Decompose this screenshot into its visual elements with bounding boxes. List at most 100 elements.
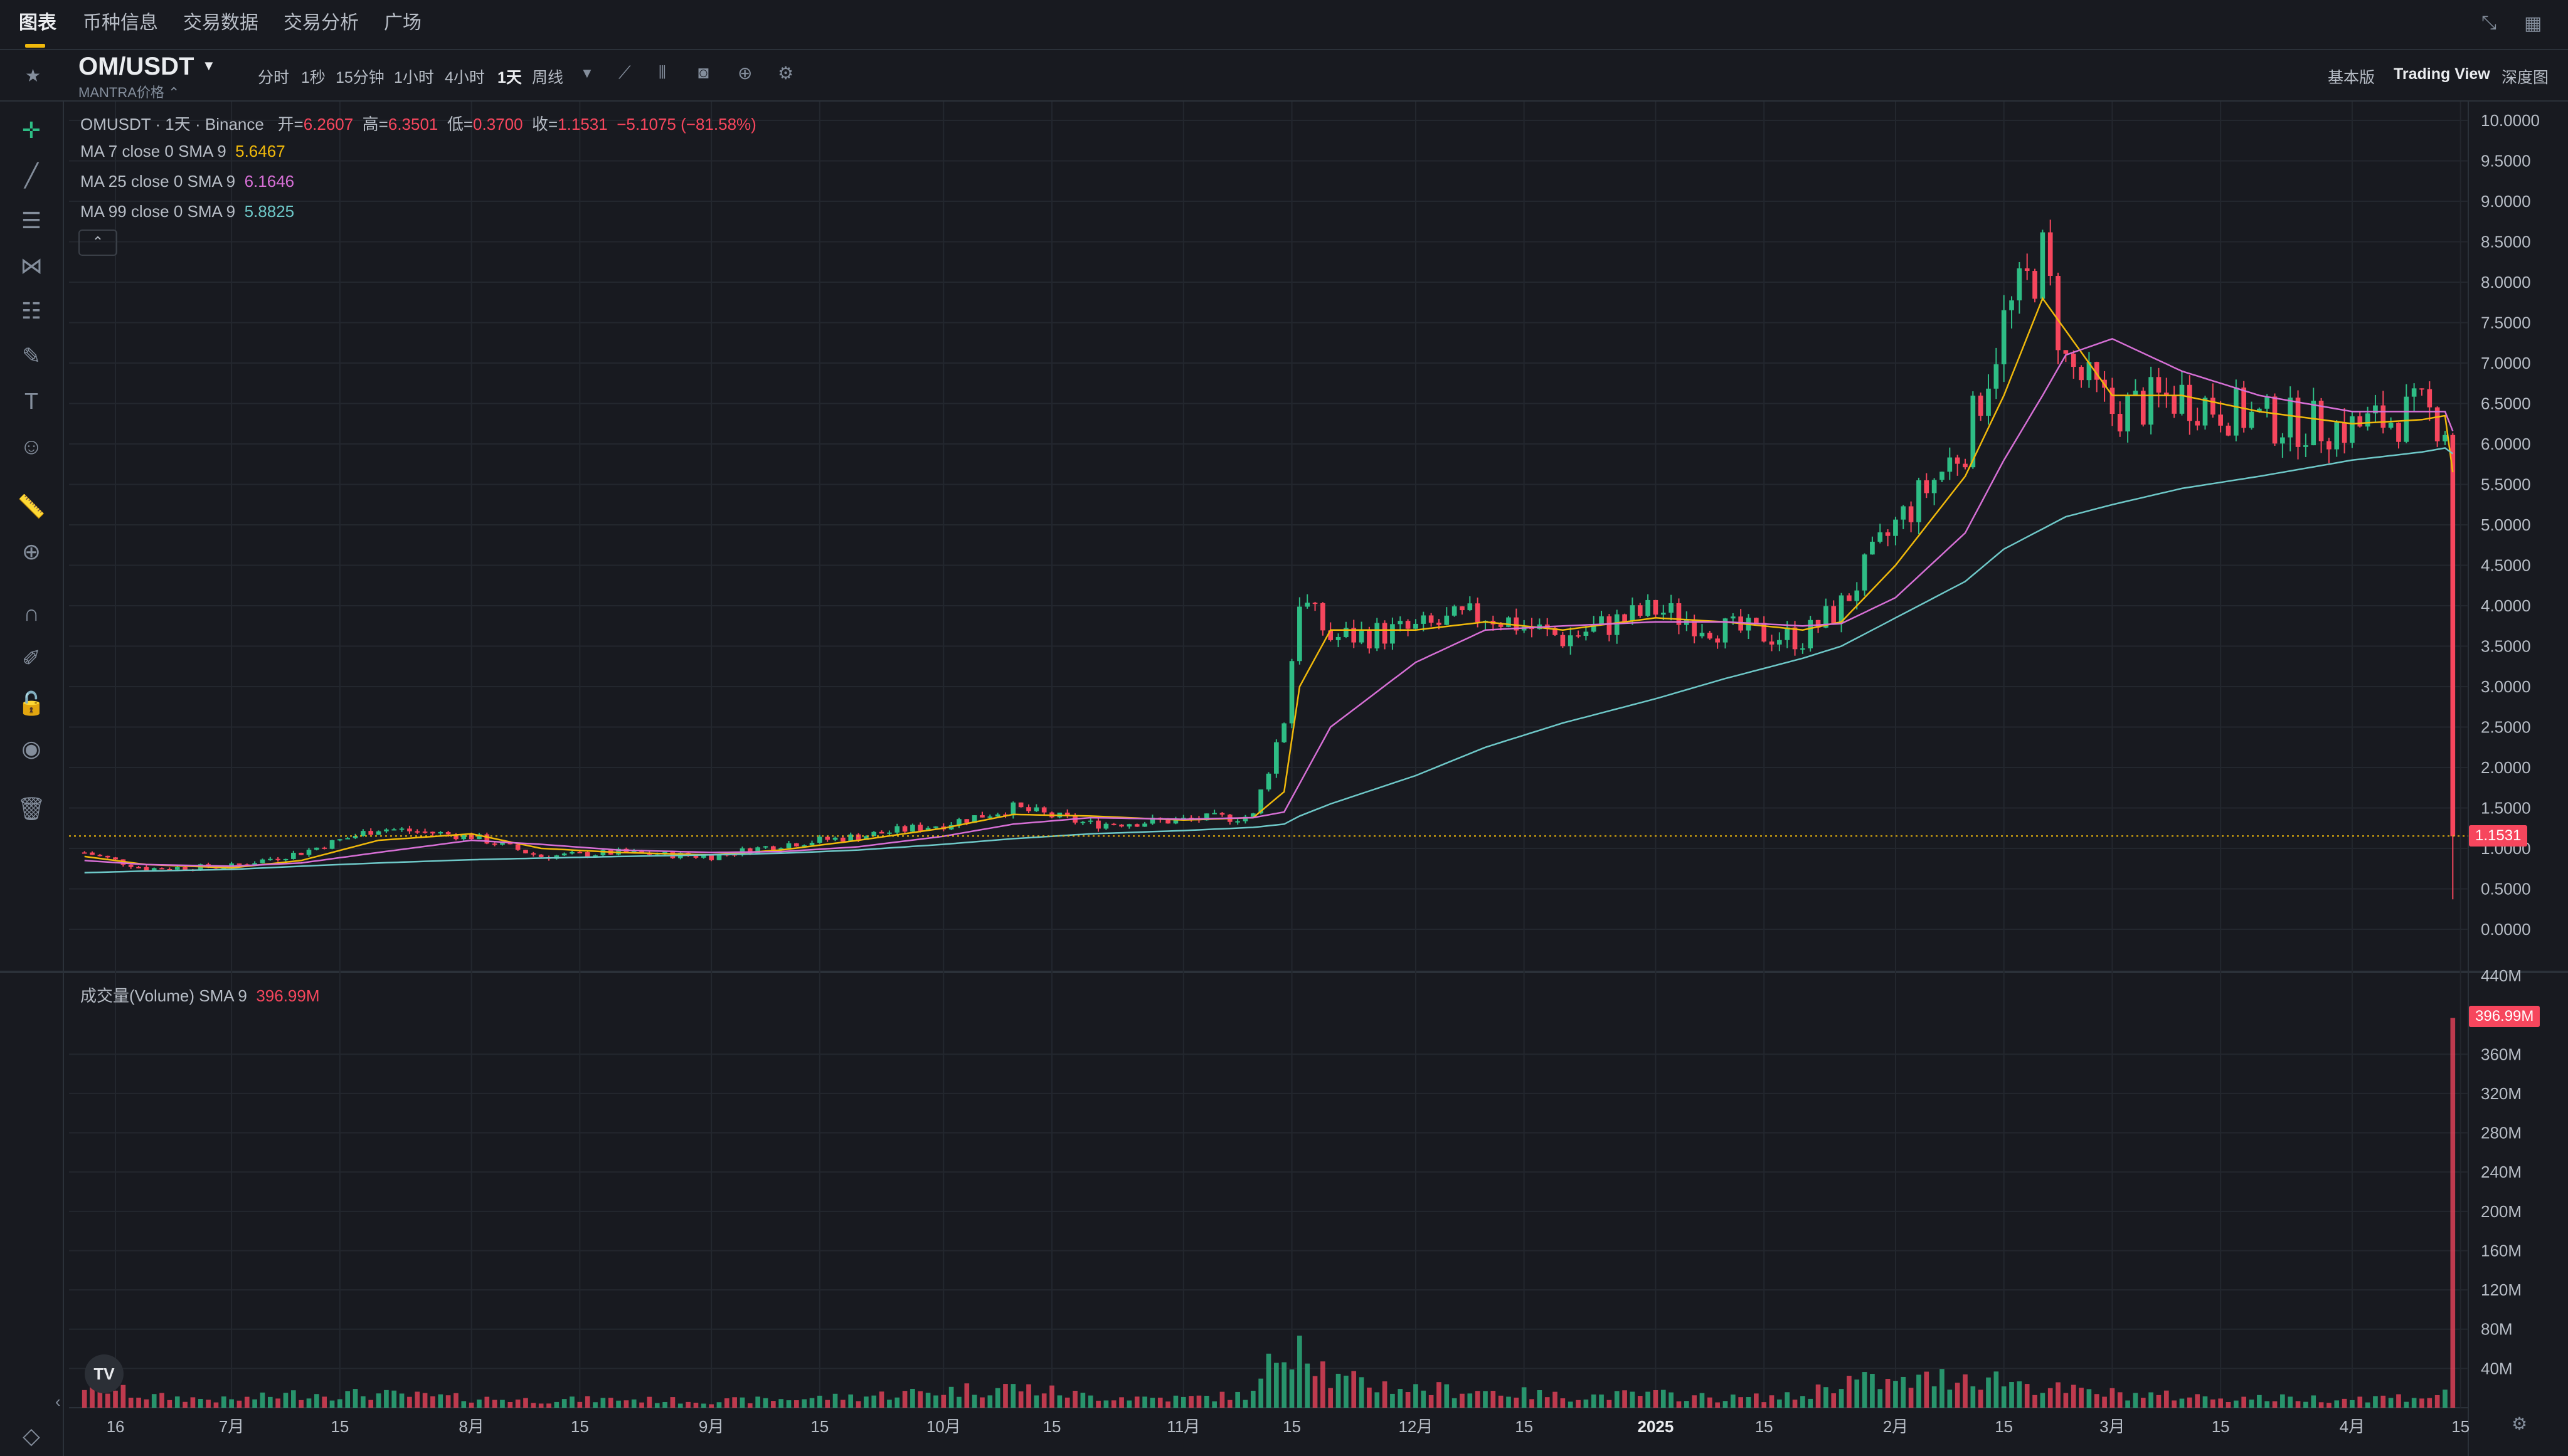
volume-bar <box>1993 1371 1999 1408</box>
chart-type-icon[interactable]: ⫴ <box>659 63 666 82</box>
candle-body <box>221 868 226 870</box>
volume-bar <box>770 1401 776 1408</box>
volume-bar <box>608 1398 613 1408</box>
trash-icon[interactable]: 🗑 <box>17 796 46 821</box>
timeframe-1d[interactable]: 1天 <box>497 69 522 87</box>
legend-collapse-button[interactable]: ⌃ <box>78 229 117 256</box>
candle-body <box>2350 416 2355 443</box>
volume-bar <box>1134 1396 1140 1408</box>
time-tick-label: 7月 <box>219 1417 244 1436</box>
volume-bar <box>2373 1396 2378 1408</box>
volume-bar <box>229 1399 234 1408</box>
volume-bar <box>1475 1391 1480 1408</box>
volume-bar <box>1877 1389 1883 1408</box>
price-tick-label: 0.5000 <box>2481 880 2531 899</box>
lock-drawing-icon[interactable]: ✐ <box>21 645 41 671</box>
view-basic[interactable]: 基本版 <box>2328 69 2375 87</box>
settings-gear-icon[interactable]: ⚙ <box>778 63 794 83</box>
volume-bar <box>825 1400 830 1408</box>
volume-tick-label: 240M <box>2481 1163 2522 1181</box>
volume-bar <box>2071 1385 2076 1408</box>
tab-chart[interactable]: 图表 <box>19 13 56 33</box>
timeframe-1w[interactable]: 周线 <box>532 69 564 87</box>
volume-bar <box>1320 1361 1325 1408</box>
scroll-left-icon[interactable]: ‹ <box>55 1392 61 1411</box>
horizontal-lines-icon[interactable]: ☰ <box>21 208 42 233</box>
indicators-icon[interactable]: ⟋ <box>618 63 631 82</box>
candle-body <box>82 852 87 854</box>
emoji-icon[interactable]: ☺ <box>19 433 43 459</box>
grid-layout-icon[interactable]: ▦ <box>2524 13 2542 34</box>
settings-icon[interactable]: ⚙ <box>2512 1414 2528 1433</box>
candle-body <box>2257 408 2262 412</box>
tab-square[interactable]: 广场 <box>384 13 422 33</box>
view-depth[interactable]: 深度图 <box>2502 69 2549 87</box>
price-tick-label: 5.0000 <box>2481 515 2531 534</box>
volume-bar <box>1738 1397 1743 1408</box>
price-tick-label: 9.0000 <box>2481 192 2531 211</box>
eye-icon[interactable]: ◉ <box>21 736 41 761</box>
candle-body <box>531 853 536 855</box>
volume-bar <box>384 1390 389 1408</box>
timeframe-4h[interactable]: 4小时 <box>445 69 485 87</box>
zoom-in-icon[interactable]: ⊕ <box>21 539 41 564</box>
symbol-title[interactable]: OM/USDT <box>78 53 194 80</box>
tab-trading-data[interactable]: 交易数据 <box>183 13 258 33</box>
camera-icon[interactable]: ◙ <box>698 63 709 82</box>
candle-body <box>1854 590 1860 601</box>
candle-body <box>841 837 846 841</box>
more-timeframes-icon[interactable]: ▼ <box>580 65 594 81</box>
magnet-icon[interactable]: ∩ <box>23 600 40 626</box>
candle-body <box>980 815 985 818</box>
ma99-legend: MA 99 close 0 SMA 9 5.8825 <box>80 202 295 221</box>
ma99-line <box>84 447 2454 873</box>
fib-icon[interactable]: ☷ <box>21 298 42 324</box>
volume-bar <box>2218 1398 2223 1408</box>
time-tick-label: 15 <box>810 1417 829 1436</box>
timeframe-1h[interactable]: 1小时 <box>394 69 434 87</box>
ruler-icon[interactable]: 📏 <box>17 493 46 519</box>
text-icon[interactable]: T <box>24 388 38 414</box>
crosshair-icon[interactable]: ✛ <box>21 117 41 143</box>
candle-body <box>1939 472 1945 480</box>
volume-bar <box>1684 1401 1689 1408</box>
candle-body <box>2334 422 2340 450</box>
candle-body <box>1955 457 1960 464</box>
symbol-dropdown-icon[interactable]: ▼ <box>202 58 216 73</box>
collapse-icon[interactable]: ⤡ <box>2481 13 2496 33</box>
volume-bar <box>631 1399 637 1408</box>
view-tradingview[interactable]: Trading View <box>2394 65 2490 83</box>
candle-body <box>1498 624 1504 627</box>
candle-body <box>151 868 157 871</box>
timeframe-15m[interactable]: 15分钟 <box>336 69 385 87</box>
lock-icon[interactable]: 🔓 <box>17 690 46 716</box>
add-icon[interactable]: ⊕ <box>738 63 753 83</box>
candle-body <box>2133 391 2138 396</box>
brush-icon[interactable]: ✎ <box>21 343 41 369</box>
timeframe-tick[interactable]: 分时 <box>258 69 290 87</box>
last-price-badge: 1.1531 <box>2469 825 2528 847</box>
candle-body <box>600 850 606 856</box>
candle-body <box>2373 405 2378 414</box>
volume-bar <box>570 1396 575 1408</box>
tab-coin-info[interactable]: 币种信息 <box>83 13 158 33</box>
volume-bar <box>546 1403 551 1408</box>
candle-body <box>1823 606 1828 628</box>
candle-body <box>2218 414 2223 426</box>
volume-bar <box>1761 1402 1767 1408</box>
volume-tick-label: 40M <box>2481 1359 2513 1378</box>
volume-bar <box>1049 1385 1054 1408</box>
volume-bar <box>1970 1386 1976 1408</box>
candle-body <box>871 831 877 836</box>
layers-icon[interactable]: ◇ <box>23 1423 40 1448</box>
timeframe-1s[interactable]: 1秒 <box>301 69 326 87</box>
volume-bar <box>2388 1398 2394 1408</box>
tab-trading-analysis[interactable]: 交易分析 <box>284 13 359 33</box>
candle-body <box>1266 773 1271 789</box>
trendline-icon[interactable]: ╱ <box>24 162 38 188</box>
pattern-icon[interactable]: ⋈ <box>20 253 43 278</box>
candle-body <box>2427 389 2433 408</box>
volume-bar <box>894 1397 900 1408</box>
favorite-star-icon[interactable]: ★ <box>25 66 41 85</box>
